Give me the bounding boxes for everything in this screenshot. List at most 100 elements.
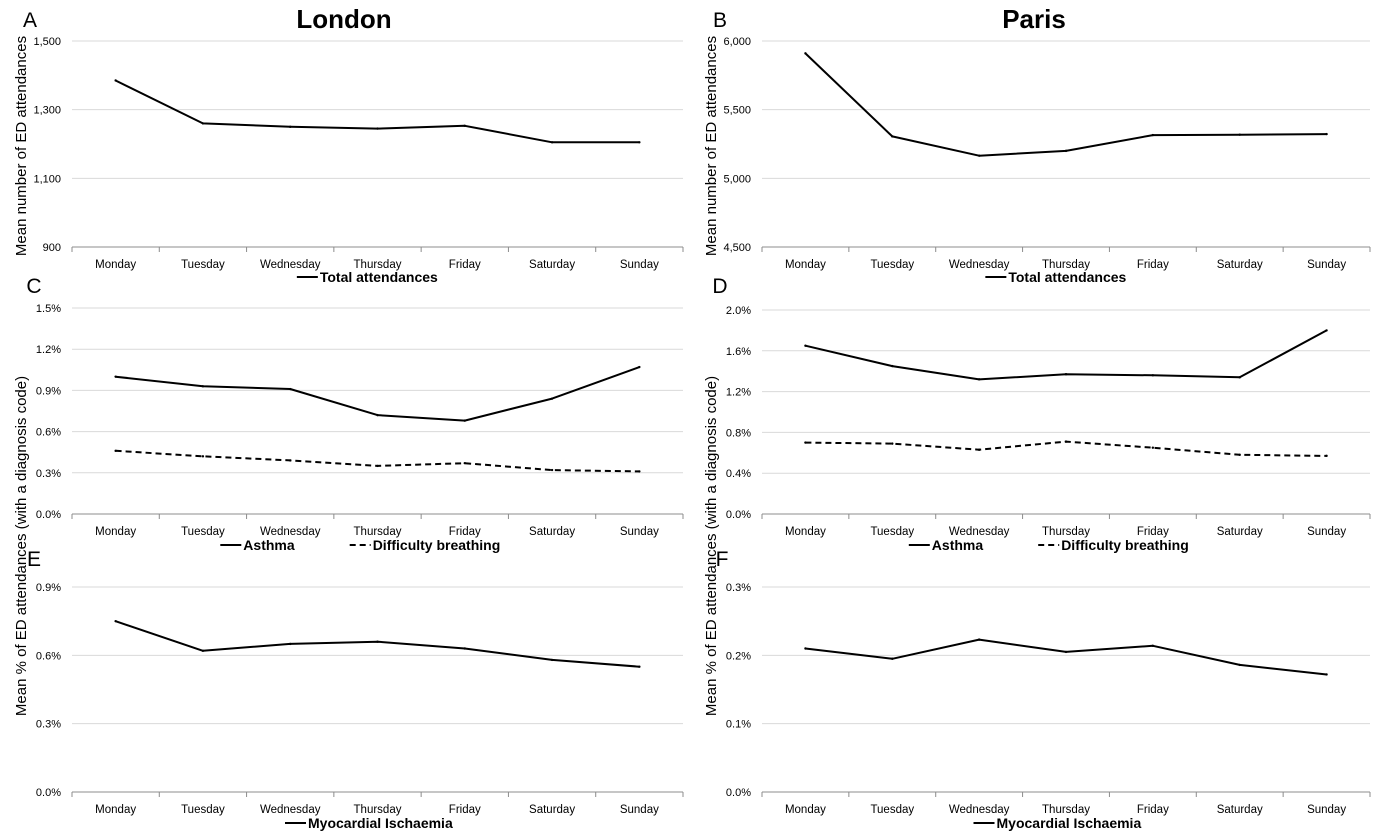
panel-letter-d: D (712, 275, 727, 298)
data-point-f-myocardial-ischaemia (1325, 673, 1328, 676)
x-tick-label-d: Monday (785, 526, 826, 538)
data-point-c-asthma (463, 419, 466, 422)
x-tick-label-d: Saturday (1217, 526, 1263, 538)
y-tick-label-a: 1,500 (33, 36, 61, 48)
legend-label-c-asthma: Asthma (243, 537, 295, 553)
data-point-d-asthma (1064, 373, 1068, 376)
chart-panels: A 900 1,100 1,300 1,500 Monday Tuesday Wednesda… (23, 9, 1371, 831)
y-axis-label-left-top: Mean number of ED attendances (13, 36, 30, 256)
x-tick-label-e: Thursday (354, 804, 402, 816)
paris-title: Paris (1002, 4, 1066, 34)
legend-f: Myocardial Ischaemia (973, 815, 1141, 831)
x-tick-label-f: Saturday (1217, 804, 1263, 816)
x-tick-label-a: Friday (449, 259, 481, 271)
x-tick-label-f: Wednesday (949, 804, 1010, 816)
data-point-c-difficulty-breathing (463, 461, 466, 465)
y-tick-label-c: 0.6% (36, 427, 61, 439)
data-point-f-myocardial-ischaemia (1064, 650, 1068, 654)
data-point-d-difficulty-breathing (804, 441, 807, 444)
data-point-e-myocardial-ischaemia (376, 640, 379, 643)
x-tick-label-b: Monday (785, 259, 826, 271)
x-tick-label-c: Wednesday (260, 526, 321, 538)
data-point-d-difficulty-breathing (1238, 453, 1241, 457)
y-tick-label-b: 5,000 (723, 173, 751, 185)
x-tick-label-c: Friday (449, 526, 481, 538)
y-tick-label-a: 1,300 (33, 105, 61, 117)
data-point-c-difficulty-breathing (201, 455, 205, 458)
legend-label-b-total-attendances: Total attendances (1008, 269, 1126, 285)
data-point-d-asthma (804, 344, 807, 347)
data-point-a-total-attendances (550, 141, 554, 144)
y-tick-label-f: 0.2% (726, 650, 751, 662)
data-point-d-difficulty-breathing (977, 448, 981, 451)
x-tick-label-b: Sunday (1307, 259, 1346, 271)
x-tick-label-d: Friday (1137, 526, 1169, 538)
panel-b: B 4,500 5,000 5,500 6,000 Monday Tuesday Wednes… (713, 9, 1371, 285)
data-point-d-difficulty-breathing (1064, 440, 1068, 443)
x-tick-label-f: Sunday (1307, 804, 1346, 816)
data-point-e-myocardial-ischaemia (289, 642, 292, 646)
legend-c: Asthma Difficulty breathing (220, 537, 500, 553)
y-tick-label-c: 1.5% (36, 303, 61, 315)
data-point-c-asthma (376, 413, 379, 417)
data-point-d-asthma (891, 364, 894, 368)
y-tick-label-d: 2.0% (726, 305, 751, 317)
data-point-b-total-attendances (977, 154, 981, 157)
x-tick-label-d: Wednesday (949, 526, 1010, 538)
series-line-b-total-attendances (804, 52, 1327, 157)
data-point-c-asthma (550, 397, 554, 400)
data-point-f-myocardial-ischaemia (1238, 663, 1241, 667)
x-tick-label-f: Friday (1137, 804, 1169, 816)
data-point-f-myocardial-ischaemia (891, 657, 894, 660)
x-tick-label-c: Saturday (529, 526, 575, 538)
legend-label-e-myocardial-ischaemia: Myocardial Ischaemia (308, 815, 453, 831)
data-point-c-difficulty-breathing (638, 470, 641, 473)
series-line-d-asthma (805, 329, 1328, 381)
y-tick-label-a: 1,100 (33, 173, 61, 185)
y-tick-label-d: 1.6% (726, 346, 751, 358)
y-tick-label-d: 0.4% (726, 468, 751, 480)
x-tick-label-a: Sunday (620, 259, 659, 271)
data-point-c-difficulty-breathing (289, 459, 292, 462)
data-point-e-myocardial-ischaemia (114, 619, 117, 623)
y-tick-label-d: 1.2% (726, 387, 751, 399)
panel-letter-e: E (27, 548, 41, 571)
legend-label-c-difficulty-breathing: Difficulty breathing (373, 537, 501, 553)
data-point-d-asthma (1151, 374, 1155, 377)
data-point-c-difficulty-breathing (376, 464, 379, 468)
x-tick-label-e: Sunday (620, 804, 659, 816)
panel-f: F 0.0% 0.1% 0.2% 0.3% Monday Tuesday Wednesday T… (716, 548, 1371, 831)
data-point-e-myocardial-ischaemia (201, 649, 205, 652)
x-tick-label-b: Friday (1137, 259, 1169, 271)
x-tick-label-a: Monday (95, 259, 136, 271)
x-tick-label-f: Monday (785, 804, 826, 816)
y-tick-label-e: 0.3% (36, 719, 61, 731)
data-point-c-asthma (201, 385, 205, 388)
data-point-c-difficulty-breathing (550, 468, 554, 472)
legend-b: Total attendances (985, 269, 1127, 285)
y-tick-label-f: 0.0% (726, 787, 751, 799)
data-point-a-total-attendances (289, 125, 292, 129)
y-tick-label-c: 0.3% (36, 468, 61, 480)
x-tick-label-e: Saturday (529, 804, 575, 816)
y-axis-label-right-bottom: Mean % of ED attendances (with a diagnos… (703, 376, 720, 716)
x-tick-label-c: Monday (95, 526, 136, 538)
data-point-a-total-attendances (376, 127, 379, 130)
x-tick-label-e: Wednesday (260, 804, 321, 816)
data-point-a-total-attendances (463, 124, 466, 128)
data-point-d-asthma (977, 378, 981, 381)
data-point-d-difficulty-breathing (1151, 446, 1155, 449)
data-point-a-total-attendances (638, 141, 641, 144)
y-tick-label-b: 6,000 (723, 36, 751, 48)
y-tick-label-f: 0.3% (726, 582, 751, 594)
london-title: London (296, 4, 391, 34)
data-point-b-total-attendances (1325, 132, 1328, 136)
data-point-d-difficulty-breathing (891, 442, 894, 445)
x-tick-label-c: Tuesday (181, 526, 225, 538)
y-tick-label-e: 0.0% (36, 787, 61, 799)
data-point-c-difficulty-breathing (114, 449, 117, 453)
legend-label-d-asthma: Asthma (932, 537, 984, 553)
data-point-b-total-attendances (1064, 149, 1068, 153)
data-point-c-asthma (638, 365, 641, 369)
